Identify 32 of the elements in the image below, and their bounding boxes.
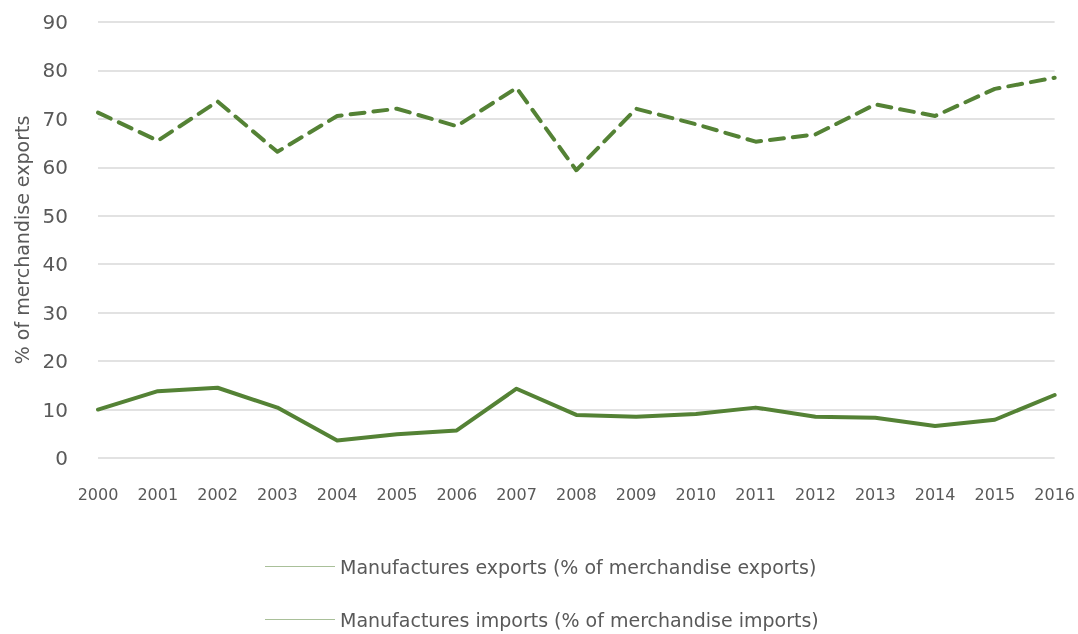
y-tick-label: 30 — [42, 300, 68, 325]
y-axis-title: % of merchandise exports — [11, 115, 34, 365]
legend-label: Manufactures imports (% of merchandise imports) — [340, 608, 819, 631]
x-tick-label: 2007 — [496, 484, 537, 504]
x-tick-label: 2006 — [436, 484, 478, 504]
x-tick-label: 2005 — [376, 484, 418, 504]
x-tick-label: 2003 — [257, 484, 298, 504]
x-tick-label: 2004 — [316, 484, 358, 504]
line-series — [96, 75, 1057, 173]
legend-label: Manufactures exports (% of merchandise exports) — [340, 555, 817, 578]
line-series — [96, 385, 1057, 443]
y-tick-label: 10 — [42, 397, 68, 422]
y-tick-label: 80 — [42, 58, 68, 83]
y-tick-label: 90 — [42, 10, 68, 34]
y-tick-label: 70 — [42, 106, 68, 131]
y-tick-label: 40 — [42, 252, 68, 277]
x-tick-label: 2010 — [675, 484, 717, 504]
x-tick-label: 2002 — [197, 484, 238, 504]
x-tick-label: 2012 — [795, 484, 836, 504]
x-tick-label: 2009 — [615, 484, 657, 504]
x-tick-label: 2001 — [137, 484, 179, 504]
y-tick-label: 20 — [42, 349, 68, 374]
x-tick-label: 2015 — [974, 484, 1016, 504]
x-tick-label: 2011 — [735, 484, 777, 504]
y-tick-label: 50 — [42, 203, 68, 228]
y-tick-label: 0 — [55, 446, 68, 470]
x-tick-label: 2013 — [854, 484, 896, 504]
y-tick-label: 60 — [42, 155, 68, 180]
x-tick-label: 2008 — [555, 484, 597, 504]
x-tick-label: 2016 — [1034, 484, 1075, 504]
x-tick-label: 2014 — [914, 484, 956, 504]
x-tick-label: 2000 — [77, 484, 119, 504]
